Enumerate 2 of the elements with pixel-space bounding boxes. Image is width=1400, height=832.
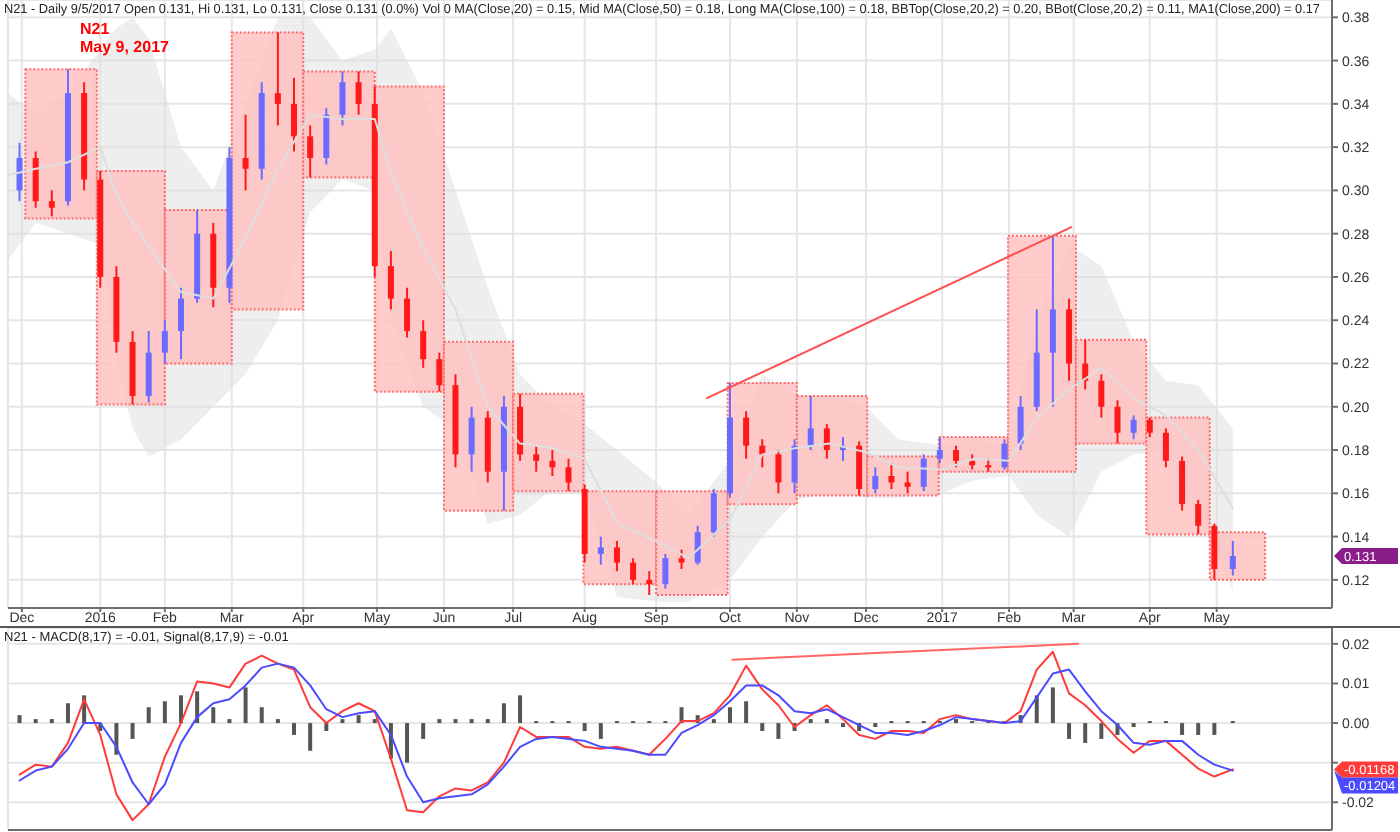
annotation: May 9, 2017 — [80, 38, 171, 56]
annotation: N21 — [80, 20, 111, 38]
